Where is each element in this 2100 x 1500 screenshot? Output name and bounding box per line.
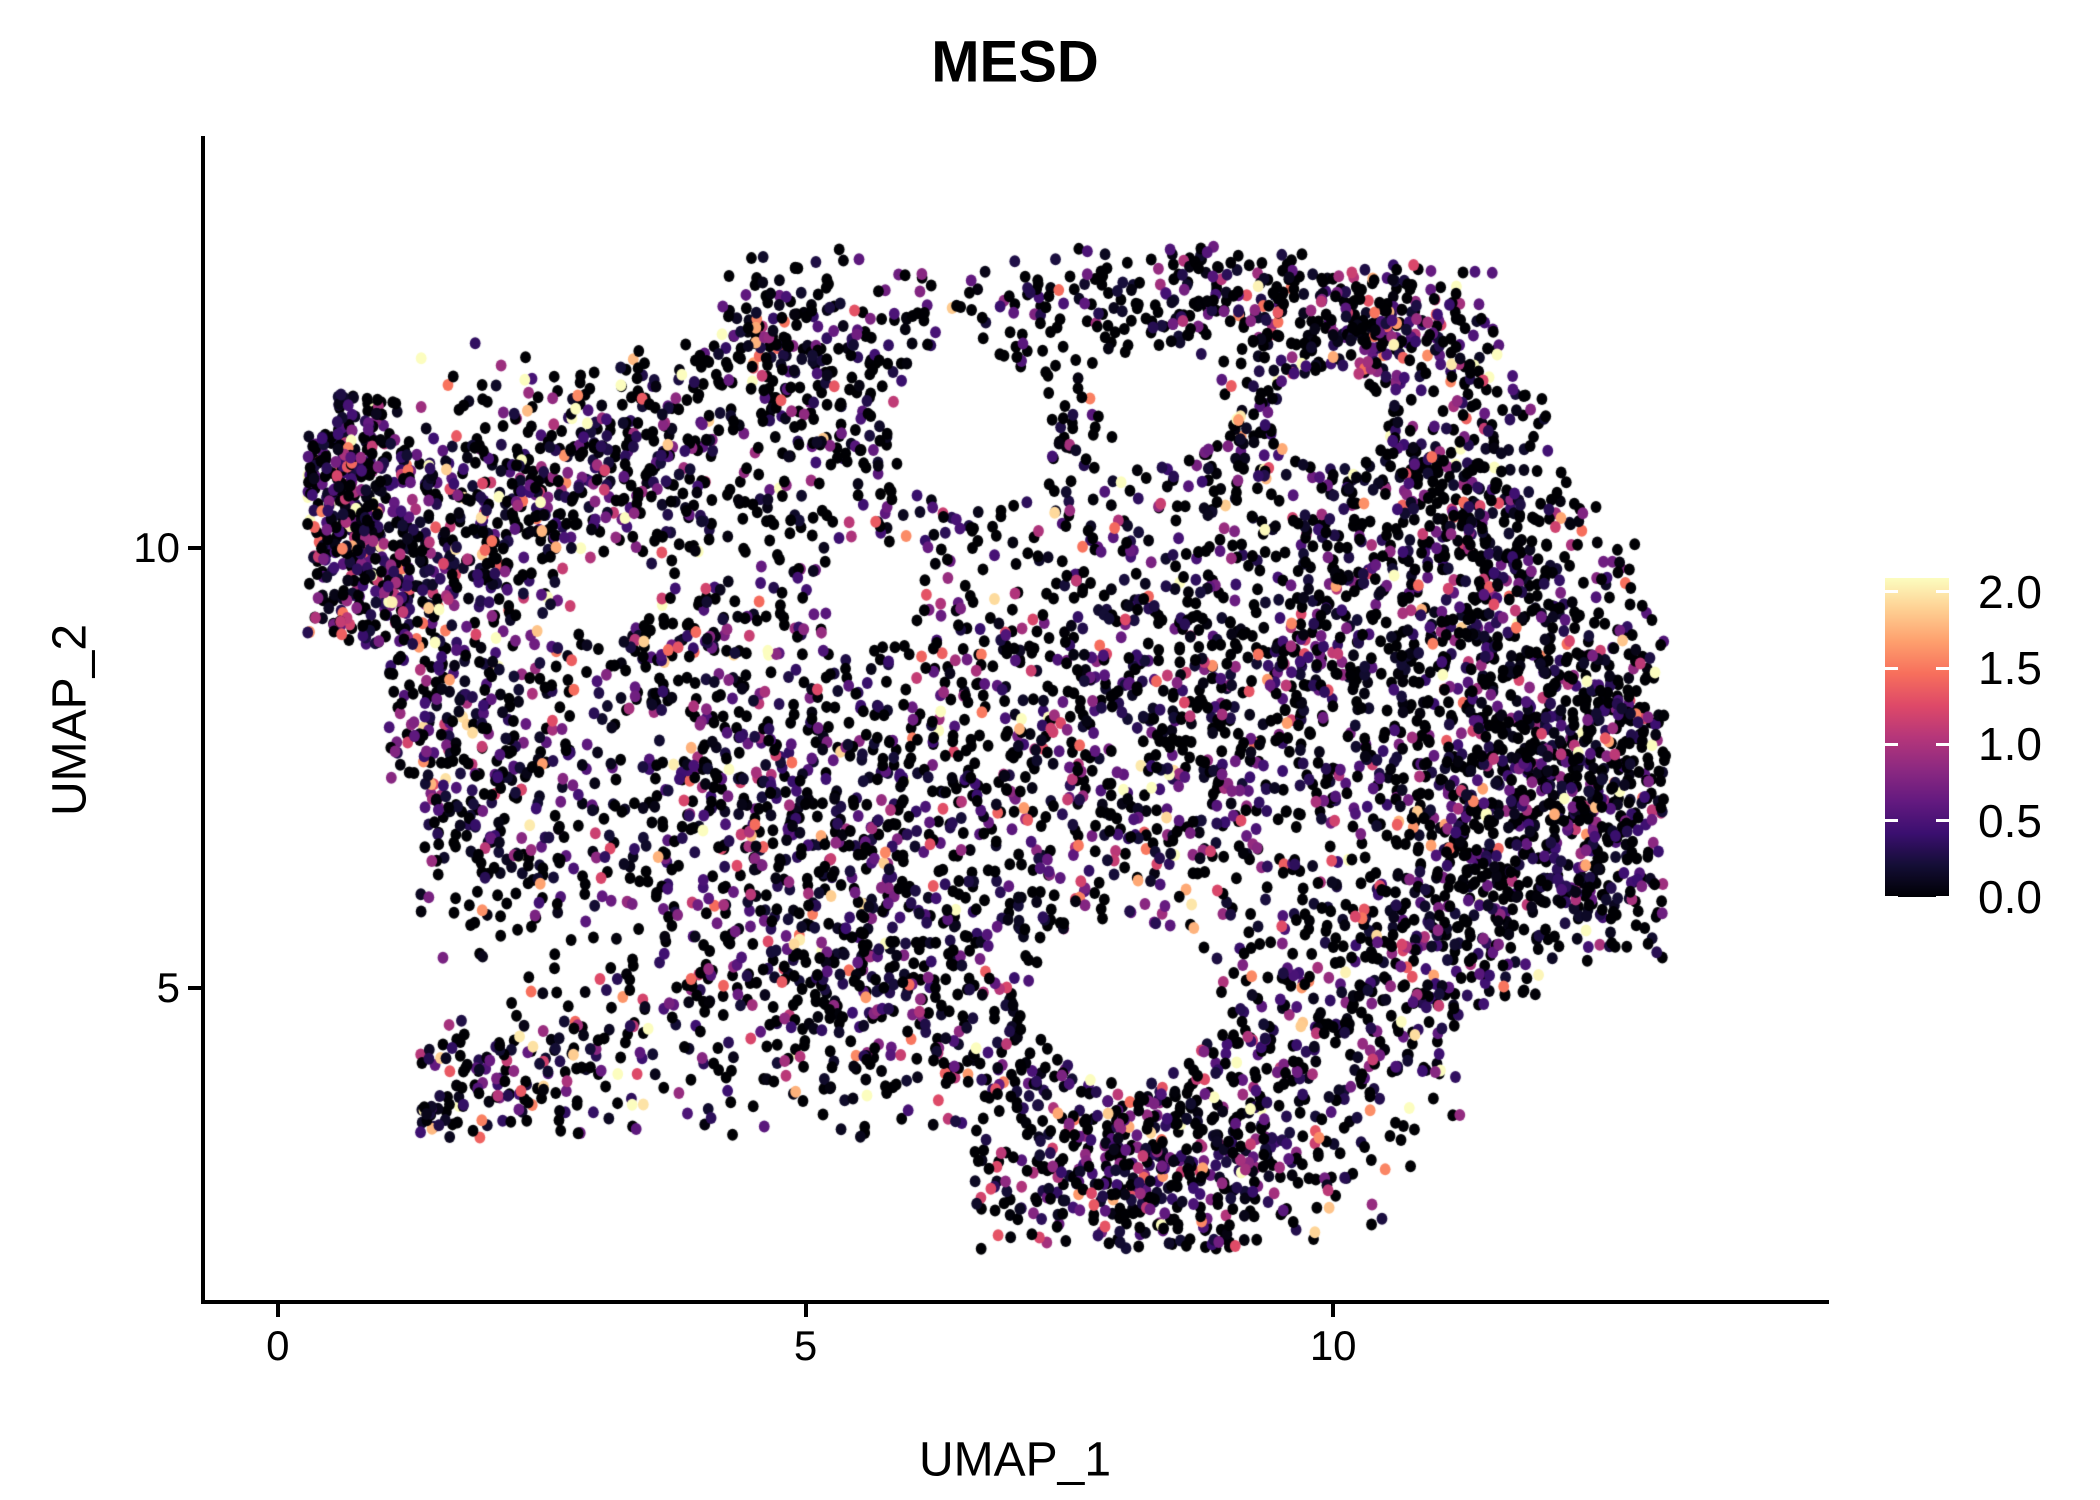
colorbar-gradient bbox=[1885, 578, 1949, 897]
y-axis-title: UMAP_2 bbox=[43, 623, 97, 817]
colorbar-tick-mark bbox=[1885, 590, 1898, 594]
colorbar-tick-label: 1.0 bbox=[1978, 718, 2042, 771]
colorbar-tick-mark bbox=[1885, 895, 1898, 899]
plot-title: MESD bbox=[931, 29, 1099, 95]
x-tick-mark bbox=[803, 1304, 808, 1317]
x-tick-label: 0 bbox=[266, 1322, 290, 1369]
colorbar-tick-mark bbox=[1885, 819, 1898, 823]
colorbar-tick-label: 2.0 bbox=[1978, 565, 2042, 618]
colorbar-tick-mark bbox=[1936, 666, 1949, 670]
colorbar-tick-mark bbox=[1885, 742, 1898, 746]
y-axis-line bbox=[201, 136, 205, 1304]
x-tick-mark bbox=[275, 1304, 280, 1317]
colorbar-tick-label: 1.5 bbox=[1978, 642, 2042, 695]
colorbar-tick-mark bbox=[1936, 819, 1949, 823]
colorbar-tick-mark bbox=[1936, 895, 1949, 899]
colorbar-tick-mark bbox=[1936, 742, 1949, 746]
x-tick-label: 10 bbox=[1309, 1322, 1357, 1369]
colorbar-tick-label: 0.0 bbox=[1978, 871, 2042, 923]
x-axis-line bbox=[201, 1300, 1829, 1304]
colorbar-tick-mark bbox=[1936, 590, 1949, 594]
x-tick-label: 5 bbox=[793, 1322, 818, 1369]
colorbar bbox=[1885, 578, 1949, 899]
x-tick-mark bbox=[1331, 1304, 1336, 1317]
y-tick-mark bbox=[188, 545, 201, 550]
colorbar-tick-label: 0.5 bbox=[1978, 794, 2042, 847]
x-axis-title: UMAP_1 bbox=[918, 1433, 1112, 1487]
y-tick-mark bbox=[188, 985, 201, 990]
colorbar-tick-mark bbox=[1885, 666, 1898, 670]
y-tick-label: 10 bbox=[133, 523, 180, 571]
y-tick-label: 5 bbox=[156, 963, 180, 1011]
